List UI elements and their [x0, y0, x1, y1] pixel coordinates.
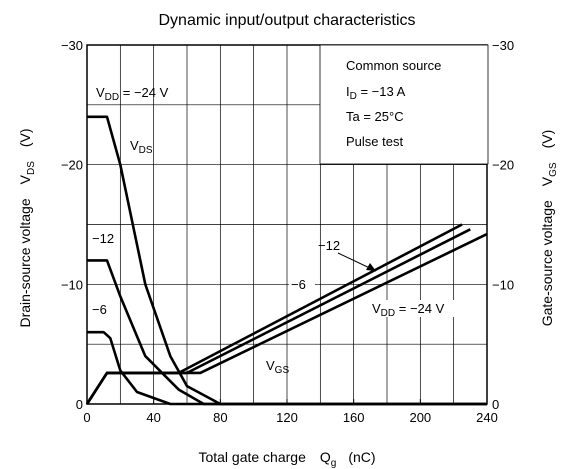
- condition-pulse-test: Pulse test: [346, 134, 403, 149]
- condition-temperature: Ta = 25°C: [346, 109, 404, 124]
- condition-common-source: Common source: [346, 58, 441, 73]
- y-right-tick-label: −20: [492, 158, 514, 173]
- x-tick-label: 40: [146, 410, 160, 425]
- x-tick-label: 120: [276, 410, 298, 425]
- x-tick-label: 0: [83, 410, 90, 425]
- label-minus6-left: −6: [92, 302, 107, 317]
- x-tick-label: 200: [409, 410, 431, 425]
- y-left-tick-label: −30: [61, 38, 83, 53]
- x-tick-label: 80: [213, 410, 227, 425]
- y-right-tick-label: 0: [492, 397, 499, 412]
- y-right-tick-label: −30: [492, 38, 514, 53]
- y-axis-right-title: Gate-source voltageVGS(V): [539, 130, 559, 327]
- x-tick-label: 160: [343, 410, 365, 425]
- label-minus6-right: −6: [291, 277, 306, 292]
- y-right-tick-label: −10: [492, 277, 514, 292]
- vdd-label-left: VDD = −24 V: [96, 85, 169, 103]
- vgs-label: VGS: [266, 358, 289, 376]
- y-axis-left-title: Drain-source voltageVDS(V): [17, 128, 37, 327]
- x-tick-label: 240: [476, 410, 498, 425]
- y-left-tick-label: −20: [61, 158, 83, 173]
- chart-title: Dynamic input/output characteristics: [159, 12, 416, 29]
- x-axis-title: Total gate charge Qg (nC): [198, 449, 375, 469]
- label-minus12-left: −12: [92, 231, 114, 246]
- vds-label: VDS: [130, 138, 153, 156]
- y-left-tick-label: 0: [76, 397, 83, 412]
- label-minus12-right: −12: [318, 238, 340, 253]
- y-left-tick-label: −10: [61, 277, 83, 292]
